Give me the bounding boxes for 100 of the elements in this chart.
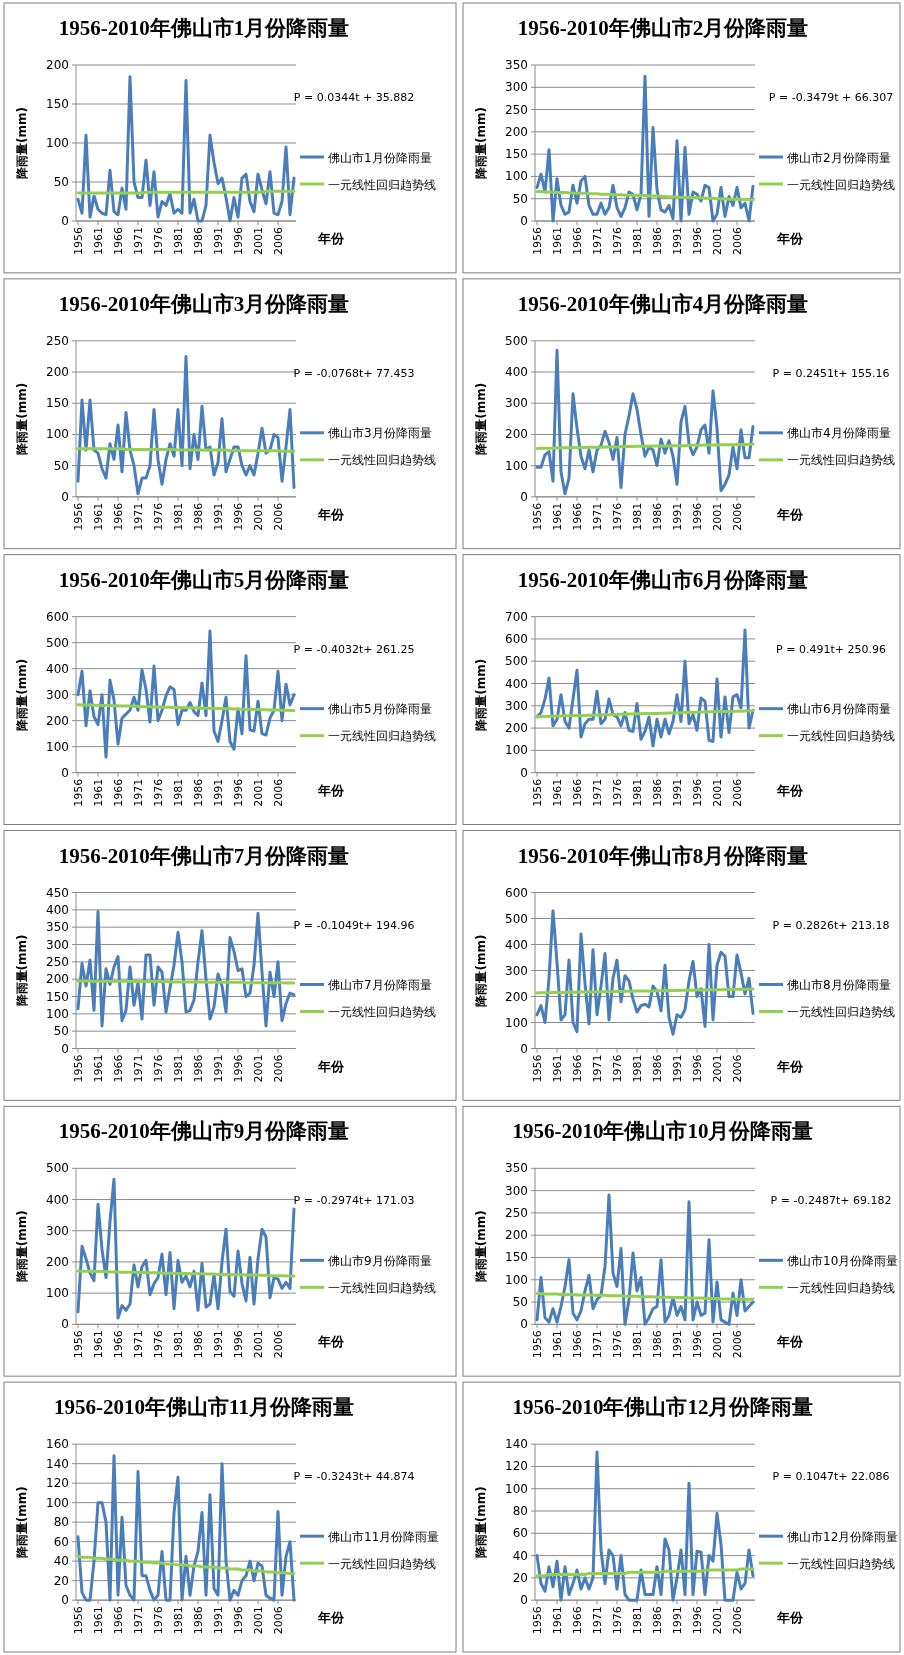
x-tick-label: 2001: [711, 1330, 724, 1359]
y-tick-label: 100: [46, 136, 69, 150]
x-tick-label: 1976: [611, 1054, 624, 1083]
y-tick-label: 150: [46, 97, 69, 111]
y-tick-label: 200: [46, 972, 69, 987]
x-tick-label: 1961: [551, 1606, 564, 1635]
y-tick-label: 100: [46, 1495, 69, 1510]
y-tick-label: 400: [46, 1192, 69, 1207]
x-tick-label: 2001: [711, 227, 724, 255]
y-tick-label: 400: [505, 937, 528, 952]
legend-label: 一元线性回归趋势线: [328, 177, 436, 192]
legend-label: 一元线性回归趋势线: [328, 1280, 436, 1295]
y-tick-label: 200: [46, 365, 69, 380]
y-tick-label: 150: [46, 396, 69, 411]
x-tick-label: 1986: [192, 778, 205, 807]
x-axis-title: 年份: [776, 1610, 804, 1626]
y-tick-label: 300: [505, 80, 528, 95]
x-tick-label: 1966: [112, 1330, 125, 1359]
x-tick-label: 1986: [651, 502, 664, 531]
x-tick-label: 1986: [651, 778, 664, 807]
x-tick-label: 1991: [212, 1054, 225, 1083]
y-tick-label: 400: [505, 365, 528, 380]
y-tick-label: 20: [512, 1570, 528, 1585]
x-tick-label: 2006: [272, 1054, 285, 1083]
x-tick-label: 1996: [232, 1054, 245, 1083]
y-tick-label: 50: [53, 1024, 69, 1039]
x-tick-label: 1956: [531, 227, 544, 255]
legend-label: 佛山市11月份降雨量: [328, 1529, 440, 1544]
x-tick-label: 1971: [132, 778, 145, 807]
x-tick-label: 2006: [731, 1606, 744, 1635]
x-tick-label: 1966: [571, 1330, 584, 1359]
x-tick-label: 1986: [651, 1606, 664, 1635]
x-tick-label: 1991: [212, 502, 225, 531]
x-tick-label: 1996: [691, 502, 704, 531]
x-tick-label: 1996: [232, 502, 245, 531]
y-tick-label: 50: [512, 1295, 528, 1310]
chart-title: 1956-2010年佛山市11月份降雨量: [54, 1395, 354, 1420]
x-tick-label: 1961: [551, 778, 564, 807]
x-tick-label: 2006: [272, 1330, 285, 1359]
x-tick-label: 1996: [691, 227, 704, 255]
x-tick-label: 1961: [551, 502, 564, 531]
y-tick-label: 300: [505, 396, 528, 411]
x-tick-label: 2006: [272, 778, 285, 807]
y-tick-label: 80: [53, 1515, 69, 1530]
y-tick-label: 100: [505, 458, 528, 473]
y-tick-label: 20: [53, 1573, 69, 1588]
y-tick-label: 300: [46, 937, 69, 952]
x-tick-label: 1986: [192, 227, 205, 255]
x-tick-label: 1971: [132, 1054, 145, 1083]
x-axis-title: 年份: [317, 1058, 345, 1074]
x-tick-label: 1991: [212, 778, 225, 807]
y-tick-label: 300: [505, 963, 528, 978]
x-tick-label: 1966: [112, 778, 125, 807]
x-tick-label: 1956: [72, 502, 85, 531]
y-tick-label: 200: [505, 721, 528, 736]
y-tick-label: 120: [505, 1459, 528, 1474]
x-tick-label: 1976: [152, 1054, 165, 1083]
x-tick-label: 1956: [72, 778, 85, 807]
y-axis-title: 降雨量(mm): [474, 382, 488, 455]
x-axis-title: 年份: [776, 506, 804, 522]
legend-label: 一元线性回归趋势线: [787, 1280, 895, 1295]
y-tick-label: 0: [61, 489, 69, 504]
chart-title: 1956-2010年佛山市7月份降雨量: [58, 843, 350, 868]
x-tick-label: 1956: [531, 778, 544, 807]
x-tick-label: 2001: [252, 227, 265, 255]
x-axis-title: 年份: [317, 782, 345, 798]
y-tick-label: 100: [505, 169, 528, 184]
x-tick-label: 1971: [591, 502, 604, 531]
legend-label: 佛山市3月份降雨量: [328, 426, 432, 441]
y-tick-label: 100: [46, 427, 69, 442]
legend-label: 佛山市1月份降雨量: [328, 150, 432, 165]
y-tick-label: 300: [505, 698, 528, 713]
x-tick-label: 1986: [192, 1054, 205, 1083]
x-axis-title: 年份: [776, 1334, 804, 1350]
y-tick-label: 200: [505, 989, 528, 1004]
chart-title: 1956-2010年佛山市8月份降雨量: [517, 843, 809, 868]
x-tick-label: 1986: [192, 1606, 205, 1635]
x-tick-label: 1966: [571, 227, 584, 255]
y-tick-label: 0: [520, 1593, 528, 1608]
x-tick-label: 1981: [631, 502, 644, 531]
x-tick-label: 1981: [172, 502, 185, 531]
x-tick-label: 1976: [152, 1606, 165, 1635]
legend-label: 一元线性回归趋势线: [328, 453, 436, 468]
y-axis-title: 降雨量(mm): [474, 1486, 488, 1559]
chart-title: 1956-2010年佛山市9月份降雨量: [58, 1119, 350, 1144]
x-axis-title: 年份: [317, 1334, 345, 1350]
text: P = 0.1047t+ 22.086: [772, 1470, 890, 1484]
x-tick-label: 1971: [591, 778, 604, 807]
x-tick-label: 2006: [272, 502, 285, 531]
x-tick-label: 2006: [731, 227, 744, 255]
x-tick-label: 1966: [571, 1606, 584, 1635]
y-tick-label: 100: [505, 1272, 528, 1287]
x-tick-label: 2006: [272, 1606, 285, 1635]
y-tick-label: 250: [46, 954, 69, 969]
legend-label: 一元线性回归趋势线: [328, 1005, 436, 1019]
x-tick-label: 1956: [72, 1606, 85, 1635]
legend-label: 佛山市10月份降雨量: [787, 1253, 899, 1268]
x-tick-label: 1961: [92, 1054, 105, 1083]
y-tick-label: 0: [520, 1041, 528, 1056]
y-tick-label: 140: [46, 1456, 69, 1471]
